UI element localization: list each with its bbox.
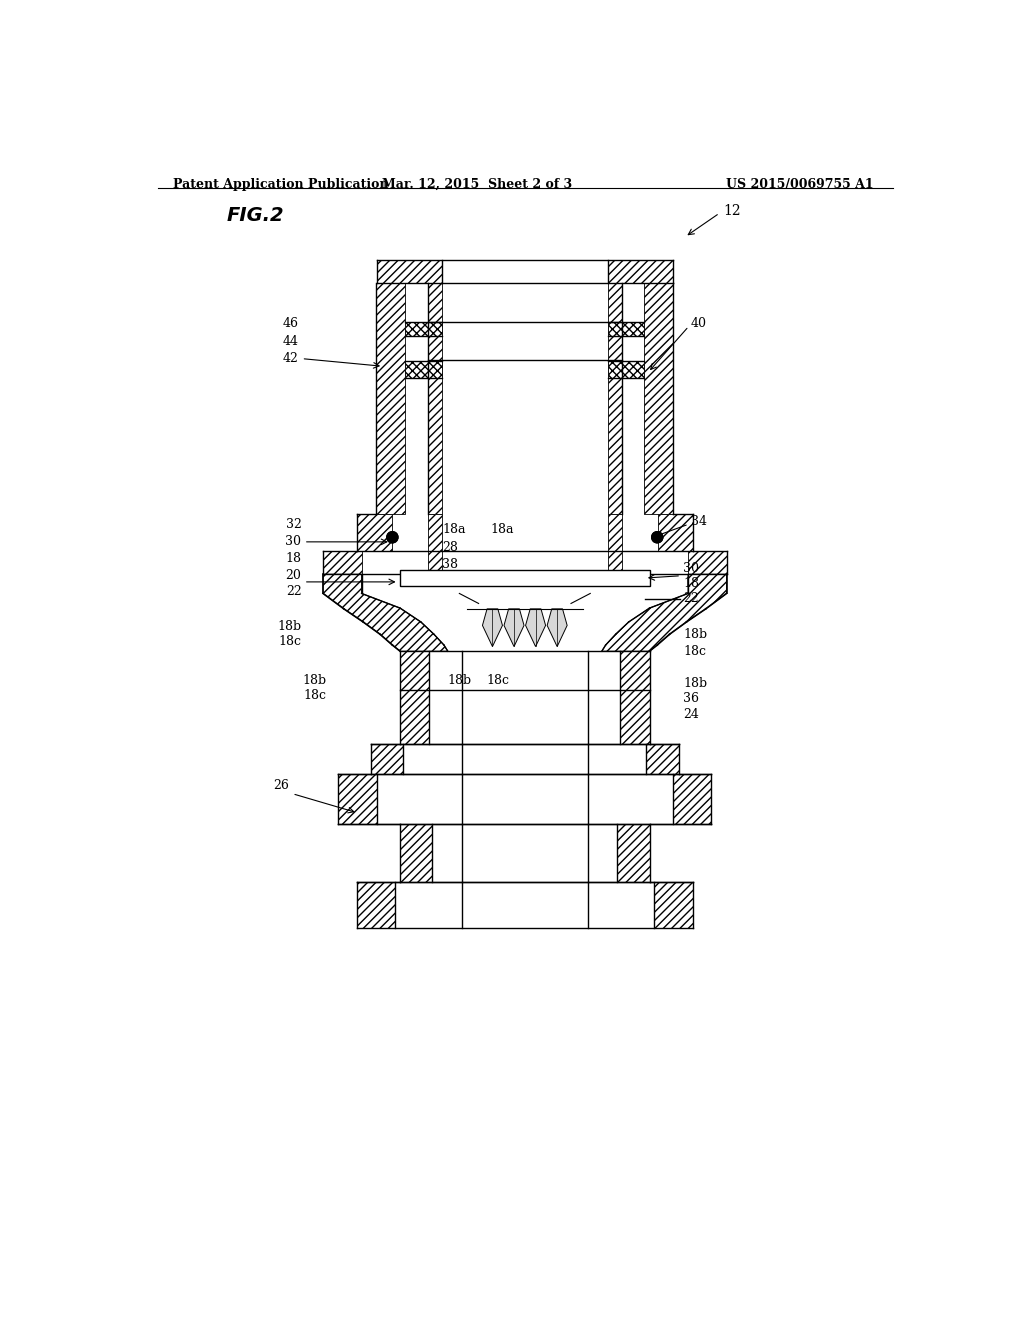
Text: 24: 24	[683, 708, 699, 721]
Text: 30: 30	[683, 561, 699, 574]
Text: 18: 18	[286, 552, 301, 565]
Bar	[644, 284, 674, 515]
Bar	[400, 825, 432, 882]
Bar	[357, 515, 391, 552]
Text: 18: 18	[683, 577, 699, 590]
Text: 22: 22	[683, 593, 699, 606]
Text: Mar. 12, 2015  Sheet 2 of 3: Mar. 12, 2015 Sheet 2 of 3	[382, 178, 572, 190]
Bar	[371, 743, 403, 775]
Text: 12: 12	[724, 203, 741, 218]
Text: 18c: 18c	[279, 635, 301, 648]
Polygon shape	[504, 609, 524, 647]
Polygon shape	[602, 574, 727, 651]
Text: 20: 20	[286, 569, 301, 582]
Bar	[428, 552, 441, 574]
Text: 42: 42	[283, 352, 298, 366]
Bar	[441, 260, 608, 284]
Bar	[323, 552, 361, 574]
Polygon shape	[525, 609, 546, 647]
Bar	[400, 570, 649, 586]
Bar	[646, 743, 679, 775]
Bar	[339, 775, 377, 825]
Text: 28: 28	[442, 541, 459, 554]
Text: 34: 34	[691, 515, 708, 528]
Bar	[633, 570, 649, 586]
Text: 32: 32	[286, 517, 301, 531]
Text: 18a: 18a	[490, 523, 514, 536]
Bar	[617, 825, 649, 882]
Text: 30: 30	[286, 536, 301, 548]
Text: US 2015/0069755 A1: US 2015/0069755 A1	[726, 178, 873, 190]
Text: FIG.2: FIG.2	[226, 206, 285, 226]
Bar	[406, 322, 441, 335]
Bar	[376, 284, 406, 515]
Bar	[406, 360, 441, 378]
Bar	[428, 515, 441, 552]
Text: 18b: 18b	[303, 675, 327, 686]
Text: 18c: 18c	[304, 689, 327, 702]
Text: 18c: 18c	[683, 644, 707, 657]
Polygon shape	[323, 574, 447, 651]
Text: 36: 36	[683, 693, 699, 705]
Text: 26: 26	[273, 779, 289, 792]
Text: 18a: 18a	[442, 523, 466, 536]
Bar	[658, 515, 692, 552]
Bar	[608, 360, 644, 378]
Text: 18b: 18b	[683, 677, 708, 690]
Bar	[608, 284, 622, 515]
Bar	[377, 260, 673, 284]
Text: 18c: 18c	[486, 675, 509, 686]
Text: 44: 44	[283, 335, 298, 348]
Polygon shape	[482, 609, 503, 647]
Text: 28: 28	[502, 574, 517, 587]
Text: 38: 38	[442, 557, 459, 570]
Bar	[400, 570, 417, 586]
Bar	[621, 651, 649, 743]
Text: Patent Application Publication: Patent Application Publication	[173, 178, 388, 190]
Bar	[608, 515, 622, 552]
Bar	[654, 882, 692, 928]
Circle shape	[651, 532, 663, 543]
Bar	[400, 651, 429, 743]
Circle shape	[387, 532, 398, 543]
Bar	[357, 882, 395, 928]
Bar	[673, 775, 711, 825]
Text: 40: 40	[691, 317, 708, 330]
Text: 18b: 18b	[278, 620, 301, 634]
Text: 22: 22	[286, 585, 301, 598]
Bar	[428, 284, 441, 515]
Polygon shape	[547, 609, 567, 647]
Text: 18b: 18b	[447, 675, 472, 686]
Bar	[608, 322, 644, 335]
Text: 46: 46	[283, 317, 298, 330]
Bar	[608, 552, 622, 574]
Bar	[688, 552, 727, 574]
Text: 18b: 18b	[683, 628, 708, 640]
